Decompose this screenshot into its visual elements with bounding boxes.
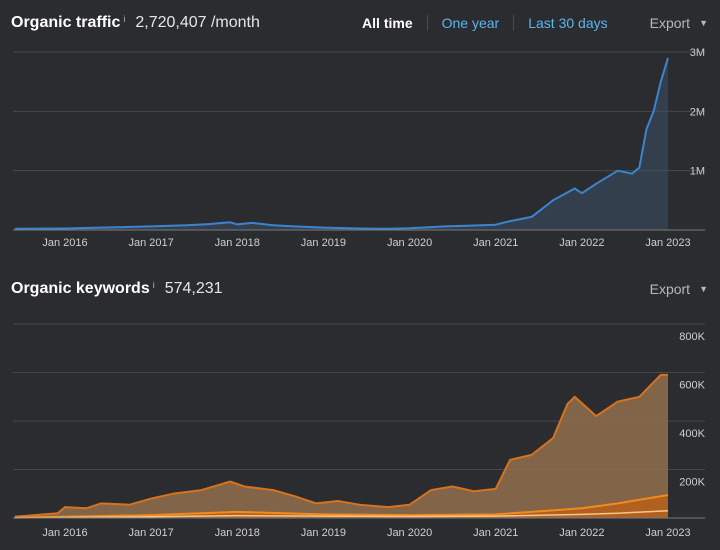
organic-traffic-title: Organic traffic [11, 14, 121, 31]
series-area [14, 495, 669, 518]
series-line [14, 494, 669, 519]
tab-one-year[interactable]: One year [441, 15, 500, 31]
x-tick-label: Jan 2018 [215, 527, 260, 539]
x-tick-label: Jan 2020 [387, 527, 432, 539]
x-tick-label: Jan 2016 [42, 527, 87, 539]
caret-down-icon: ▼ [699, 284, 708, 294]
x-tick-label: Jan 2019 [301, 527, 346, 539]
series-line [14, 509, 669, 519]
tab-all-time[interactable]: All time [362, 15, 413, 31]
export-label: Export [649, 15, 691, 31]
y-tick-label: 200K [679, 477, 705, 489]
info-icon[interactable]: i [152, 280, 155, 290]
x-tick-label: Jan 2019 [301, 237, 346, 249]
x-tick-label: Jan 2021 [473, 237, 518, 249]
x-tick-label: Jan 2016 [42, 237, 87, 249]
organic-traffic-chart: 1M 2M 3M Jan 2016 Jan 2017 Jan 2018 Jan 2019 Ja… [13, 47, 705, 249]
y-tick-label: 600K [679, 380, 705, 392]
x-tick-label: Jan 2021 [473, 527, 518, 539]
x-tick-label: Jan 2023 [645, 527, 690, 539]
y-tick-label: 800K [679, 331, 705, 343]
date-range-tabs: All time One year Last 30 days [362, 15, 622, 31]
traffic-export-button[interactable]: Export ▼ [650, 15, 708, 31]
organic-keywords-title: Organic keywords [11, 280, 150, 297]
y-tick-label: 3M [690, 47, 705, 59]
series-line [14, 373, 668, 518]
series-area [14, 57, 669, 231]
keywords-export-button[interactable]: Export ▼ [650, 281, 708, 297]
series-area [14, 374, 669, 518]
tab-last-30-days[interactable]: Last 30 days [528, 15, 608, 31]
info-icon[interactable]: i [123, 14, 126, 24]
x-tick-label: Jan 2020 [387, 237, 432, 249]
x-tick-label: Jan 2022 [559, 527, 604, 539]
x-tick-label: Jan 2022 [559, 237, 604, 249]
tab-divider [513, 15, 515, 31]
caret-down-icon: ▼ [699, 18, 708, 28]
y-tick-label: 2M [690, 106, 705, 118]
organic-keywords-chart: 200K 400K 600K 800K Jan 2016 Jan 2017 Jan 2018… [13, 323, 706, 539]
series-line [14, 57, 669, 230]
x-tick-label: Jan 2018 [215, 237, 260, 249]
x-tick-label: Jan 2017 [129, 237, 174, 249]
organic-keywords-value: 574,231 [164, 280, 223, 297]
x-tick-label: Jan 2017 [129, 527, 174, 539]
organic-keywords-header: Organic keywords i 574,231 Export ▼ [11, 278, 708, 300]
y-tick-label: 400K [679, 428, 705, 440]
export-label: Export [649, 281, 691, 297]
organic-traffic-header: Organic traffic i 2,720,407 /month All t… [11, 12, 708, 34]
tab-divider [426, 15, 428, 31]
organic-traffic-value: 2,720,407 /month [135, 14, 260, 31]
x-tick-label: Jan 2023 [645, 237, 690, 249]
y-tick-label: 1M [690, 166, 705, 178]
